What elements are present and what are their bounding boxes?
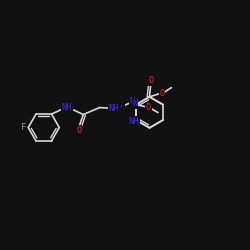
Text: N: N (130, 97, 134, 106)
Text: O: O (146, 103, 151, 112)
Text: O: O (160, 88, 164, 98)
Text: F: F (21, 123, 26, 132)
Text: O: O (76, 126, 82, 135)
Text: NH: NH (129, 116, 139, 126)
Text: N: N (132, 99, 138, 108)
Text: NH: NH (62, 102, 72, 112)
Text: O: O (148, 76, 154, 85)
Text: NH⁺: NH⁺ (108, 104, 124, 113)
